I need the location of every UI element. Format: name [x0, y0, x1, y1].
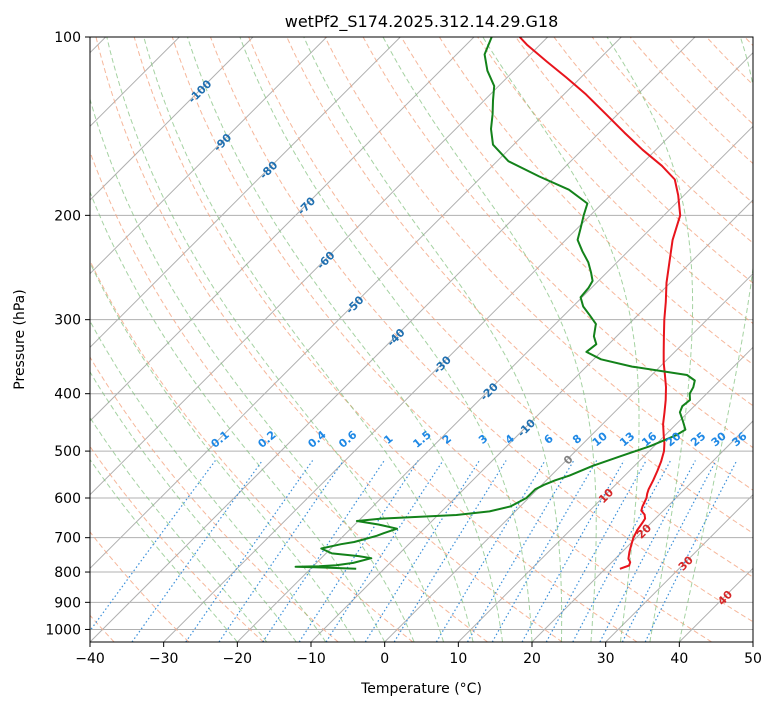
dry-adiabat: [400, 37, 753, 407]
moist-adiabat: [143, 37, 474, 642]
isotherm-line: [457, 346, 753, 642]
x-axis-ticks: −40 −30 −20 −10 0 10 20 30 40 50: [75, 642, 762, 667]
chart-title: wetPf2_S174.2025.312.14.29.G18: [285, 12, 559, 32]
mixing-ratio-line: [521, 460, 625, 642]
moist-adiabat: [606, 37, 694, 642]
y-tick-label: 700: [54, 531, 81, 547]
y-tick-label: 300: [54, 313, 81, 329]
x-tick-label: 20: [523, 651, 541, 667]
isotherm-line: [384, 272, 753, 642]
isotherm-line: [90, 37, 622, 570]
isotherm-line: [236, 125, 753, 642]
x-tick-label: −40: [75, 651, 105, 667]
dry-adiabat: [324, 37, 753, 491]
plot-area: [90, 37, 753, 642]
mixing-ratio-line: [131, 460, 263, 642]
y-tick-label: 200: [54, 208, 81, 224]
plot-frame: [89, 36, 754, 643]
isotherm-line: [90, 37, 254, 201]
temperature-profile-line: [518, 37, 682, 570]
y-tick-label: 1000: [45, 622, 81, 638]
y-axis-ticks: 1000 900 800 700 600 500 400 300 200 100: [45, 30, 90, 638]
mixing-ratio-line: [466, 460, 575, 642]
mixing-ratio-line: [491, 460, 598, 642]
y-tick-label: 900: [54, 595, 81, 611]
moist-adiabat: [382, 37, 597, 642]
x-tick-label: 10: [449, 651, 467, 667]
moist-adiabat: [239, 37, 533, 642]
y-tick-label: 400: [54, 387, 81, 403]
isotherm-line: [90, 37, 328, 275]
dry-adiabat: [362, 37, 753, 449]
moist-adiabat: [90, 320, 327, 642]
moist-adiabat: [482, 37, 640, 642]
dry-adiabat: [438, 37, 753, 366]
dry-adiabat: [90, 356, 339, 642]
y-tick-label: 500: [54, 444, 81, 460]
x-tick-label: −30: [149, 651, 179, 667]
isotherm-line: [90, 37, 696, 642]
isotherm-line: [605, 493, 753, 642]
mixing-ratio-line: [644, 460, 738, 642]
mixing-ratio-line: [185, 460, 314, 642]
x-tick-label: 50: [744, 651, 762, 667]
isotherm-line: [163, 51, 753, 642]
moist-adiabat: [90, 261, 356, 642]
moist-adiabat: [106, 37, 445, 642]
isotherm-line: [90, 37, 401, 349]
moist-adiabat: [678, 37, 753, 642]
mixing-ratio-line: [90, 460, 216, 632]
y-tick-label: 600: [54, 491, 81, 507]
x-tick-label: −20: [223, 651, 253, 667]
dry-adiabat: [171, 37, 712, 642]
mixing-ratio-line: [545, 460, 647, 642]
mixing-ratio-line: [262, 460, 385, 642]
moist-adiabat: [90, 458, 238, 642]
moist-adiabat: [90, 190, 386, 642]
dry-adiabat: [553, 37, 753, 244]
dry-adiabat: [591, 37, 753, 204]
dry-adiabat: [90, 150, 488, 642]
dry-adiabat: [133, 37, 638, 642]
moist-adiabat: [303, 37, 563, 642]
x-tick-label: 0: [380, 651, 389, 667]
dry-adiabat: [90, 259, 414, 642]
isotherm-line: [90, 37, 549, 496]
dewpoint-profile-line: [294, 37, 696, 570]
x-tick-label: 30: [597, 651, 615, 667]
moist-adiabat: [187, 37, 503, 642]
dry-adiabat: [477, 37, 753, 325]
x-tick-label: 40: [670, 651, 688, 667]
x-axis-label: Temperature (°C): [360, 681, 482, 697]
mixing-ratio-line: [218, 460, 344, 642]
moist-adiabat: [90, 416, 268, 642]
y-tick-label: 800: [54, 565, 81, 581]
x-tick-label: −10: [296, 651, 326, 667]
mixing-ratio-line: [298, 460, 419, 642]
dry-adiabat: [286, 37, 753, 534]
dry-adiabat: [95, 37, 563, 642]
dry-adiabat: [248, 37, 753, 578]
y-axis-label: Pressure (hPa): [12, 289, 28, 389]
y-tick-label: 100: [54, 30, 81, 46]
dry-adiabat: [90, 531, 190, 642]
mixing-ratio-line: [435, 460, 546, 642]
isotherm-line: [90, 37, 475, 422]
